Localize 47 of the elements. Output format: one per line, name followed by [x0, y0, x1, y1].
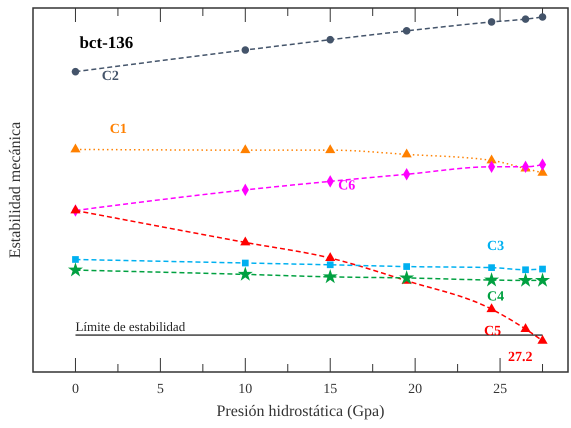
y-axis-title: Estabilidad mecánica: [7, 122, 24, 258]
series-label: C6: [338, 178, 356, 194]
point: [240, 144, 250, 154]
series-label: C1: [110, 122, 127, 138]
point: [402, 27, 410, 35]
point: [537, 334, 548, 344]
point: [325, 144, 336, 154]
point: [535, 272, 550, 287]
point: [242, 260, 249, 266]
point: [240, 236, 250, 246]
point: [539, 266, 546, 272]
point: [70, 204, 81, 214]
point: [72, 256, 79, 263]
point: [325, 252, 336, 261]
series-label: C3: [486, 238, 504, 254]
x-axis-title: Presión hidrostática (Gpa): [216, 403, 384, 420]
point: [326, 261, 334, 268]
point: [518, 272, 534, 287]
point: [399, 270, 414, 284]
x-tick-label: 0: [72, 382, 79, 397]
point: [242, 46, 250, 54]
point: [322, 268, 338, 284]
point: [70, 144, 81, 152]
point: [403, 263, 410, 270]
point: [488, 18, 496, 26]
point: [522, 15, 530, 23]
series-label: C4: [486, 289, 504, 304]
x-tick-label: 15: [323, 382, 338, 397]
x-tick-label: 5: [156, 382, 164, 397]
point: [538, 13, 546, 21]
point: [326, 36, 334, 44]
point: [484, 272, 500, 286]
ref-line-label: Límite de estabilidad: [75, 319, 186, 334]
x-tick-label: 25: [493, 382, 508, 397]
point: [68, 262, 83, 277]
annotation: 27.2: [508, 350, 533, 365]
point: [486, 303, 497, 312]
point: [72, 68, 80, 76]
point: [520, 323, 531, 332]
point: [402, 148, 412, 158]
text: bct-136: [79, 33, 134, 52]
point: [238, 266, 253, 281]
series-label: C2: [102, 69, 119, 84]
point: [522, 266, 529, 274]
point: [488, 264, 495, 271]
x-tick-label: 10: [238, 382, 252, 397]
x-tick-label: 20: [408, 382, 422, 397]
